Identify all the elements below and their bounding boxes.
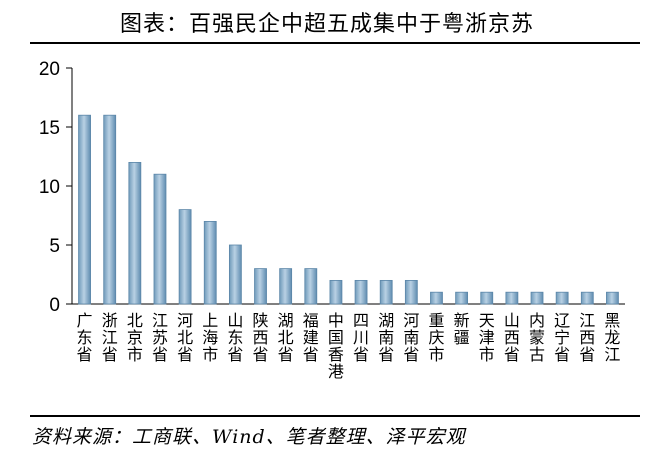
bar — [178, 209, 192, 305]
bar — [128, 161, 142, 305]
x-tick-label: 福建省 — [303, 311, 319, 364]
bar — [329, 279, 343, 305]
x-tick-label: 重庆市 — [428, 311, 444, 364]
bar — [404, 279, 418, 305]
y-axis: 0 5 10 15 20 — [39, 59, 73, 316]
bar — [555, 291, 569, 305]
x-tick-label: 四川省 — [353, 311, 369, 364]
bar — [153, 173, 167, 305]
x-tick-label: 江西省 — [579, 311, 595, 364]
x-tick-label: 天津市 — [479, 311, 495, 364]
bottom-rule — [30, 415, 640, 417]
y-tick-label: 5 — [49, 236, 60, 257]
y-tick-label: 10 — [39, 177, 60, 198]
bar — [228, 244, 242, 305]
x-tick-label: 江苏省 — [152, 311, 168, 364]
bar — [480, 291, 494, 305]
bar — [379, 279, 393, 305]
bars — [78, 114, 619, 305]
bar-chart: 0 5 10 15 20 广东省浙江省北京市江苏省河北省上海市山东省陕西省湖北省福建省中… — [39, 59, 625, 381]
x-tick-label: 辽宁省 — [554, 311, 570, 364]
bar — [430, 291, 443, 305]
bar — [580, 291, 594, 305]
bar — [203, 220, 217, 305]
x-tick-label: 浙江省 — [102, 311, 118, 364]
x-tick-label: 河南省 — [403, 311, 419, 364]
source-note: 资料来源：工商联、Wind、笔者整理、泽平宏观 — [32, 426, 466, 448]
bar — [78, 114, 91, 305]
y-tick-label: 0 — [49, 295, 60, 316]
bar — [103, 114, 117, 305]
y-tick-label: 20 — [39, 59, 60, 80]
x-tick-label: 黑龙江 — [604, 311, 620, 364]
x-tick-label: 内蒙古 — [529, 311, 545, 364]
x-tick-label: 陕西省 — [253, 311, 269, 364]
bar — [354, 279, 368, 305]
x-tick-label: 湖北省 — [278, 311, 294, 364]
x-tick-label: 上海市 — [202, 311, 218, 364]
x-tick-label: 北京市 — [127, 311, 143, 364]
bar — [455, 291, 469, 305]
y-tick-label: 15 — [39, 118, 60, 139]
x-tick-label: 山东省 — [227, 311, 243, 364]
chart-title: 图表：百强民企中超五成集中于粤浙京苏 — [119, 12, 534, 37]
x-tick-label: 湖南省 — [378, 311, 394, 364]
x-tick-label: 山西省 — [504, 311, 520, 364]
bar — [530, 291, 544, 305]
bar — [254, 268, 267, 305]
bar — [606, 291, 619, 305]
x-tick-labels: 广东省浙江省北京市江苏省河北省上海市山东省陕西省湖北省福建省中国香港四川省湖南省… — [77, 311, 621, 381]
x-tick-label: 河北省 — [177, 311, 193, 364]
bar — [505, 291, 519, 305]
top-rule — [30, 42, 640, 44]
bar — [304, 268, 318, 305]
x-tick-label: 广东省 — [77, 311, 93, 364]
x-tick-label: 中国香港 — [328, 311, 344, 381]
x-tick-label: 新疆 — [454, 311, 470, 347]
bar — [279, 268, 293, 305]
